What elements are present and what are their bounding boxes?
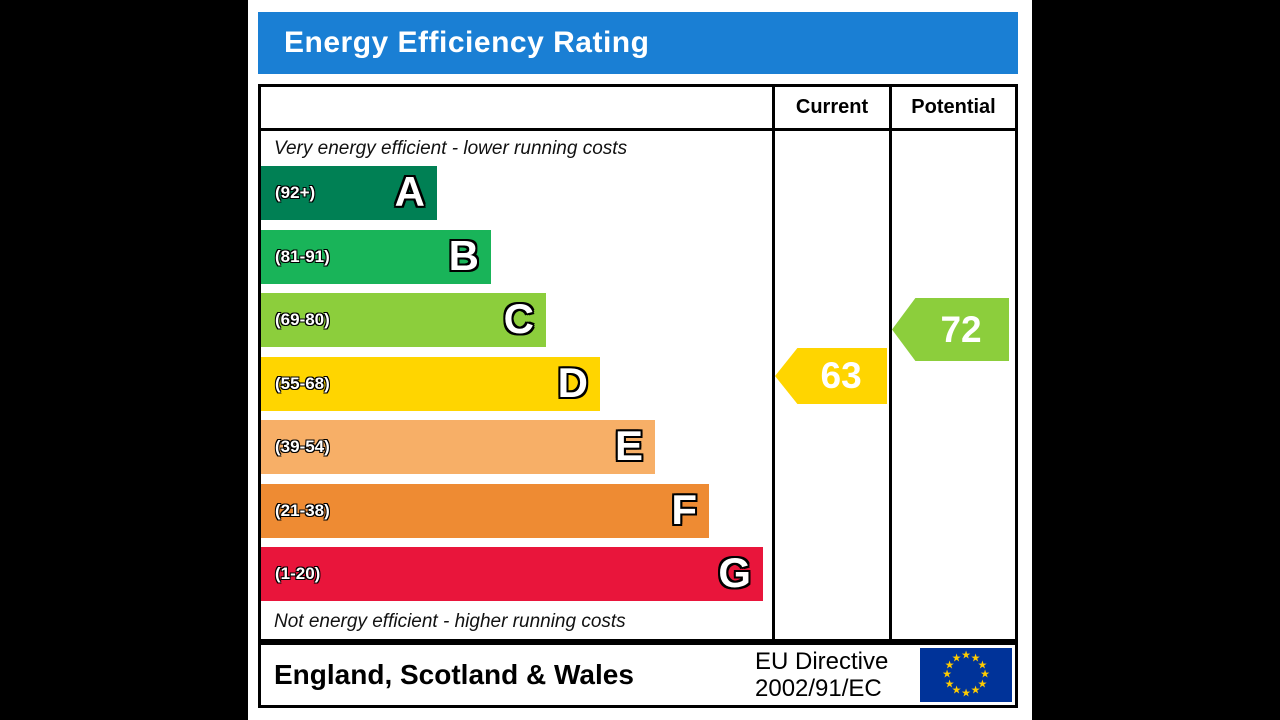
potential-column-body: 72	[892, 131, 1015, 639]
footer-bar: England, Scotland & Wales EU Directive 2…	[258, 642, 1018, 708]
band-a-letter: A	[394, 168, 425, 216]
bands-column: Very energy efficient - lower running co…	[261, 87, 775, 639]
eu-flag-star: ★	[961, 687, 971, 700]
epc-panel: Energy Efficiency Rating Very energy eff…	[248, 0, 1032, 720]
band-b: (81-91) B	[261, 230, 491, 284]
band-g-letter: G	[718, 549, 751, 597]
bands-column-header	[261, 87, 772, 131]
eu-flag-icon: ★ ★ ★ ★ ★ ★ ★ ★ ★ ★ ★ ★	[920, 648, 1012, 702]
eu-directive-label: EU Directive 2002/91/EC	[755, 648, 888, 702]
band-e: (39-54) E	[261, 420, 655, 474]
eu-flag-star: ★	[970, 684, 981, 697]
potential-rating-value: 72	[940, 308, 982, 350]
current-column: Current 63	[775, 87, 892, 639]
band-d-range: (55-68)	[275, 374, 330, 393]
band-c-letter: C	[503, 295, 534, 343]
current-rating-arrow: 63	[775, 348, 887, 404]
eu-flag-star: ★	[970, 652, 981, 665]
band-a: (92+) A	[261, 166, 437, 220]
band-b-letter: B	[448, 232, 479, 280]
current-column-body: 63	[775, 131, 889, 639]
eu-flag-star: ★	[951, 652, 962, 665]
potential-column: Potential 72	[892, 87, 1015, 639]
band-e-letter: E	[614, 422, 643, 470]
band-b-range: (81-91)	[275, 247, 330, 266]
eu-flag-star: ★	[977, 678, 988, 690]
eu-flag-star: ★	[944, 659, 955, 671]
chart-title: Energy Efficiency Rating	[284, 26, 650, 59]
rating-table: Very energy efficient - lower running co…	[258, 84, 1018, 642]
eu-flag-star: ★	[977, 659, 988, 671]
eu-directive-line2: 2002/91/EC	[755, 675, 882, 702]
caption-not-efficient: Not energy efficient - higher running co…	[274, 611, 626, 632]
band-g: (1-20) G	[261, 547, 763, 601]
eu-flag-star: ★	[980, 668, 990, 681]
band-f-letter: F	[671, 486, 697, 534]
region-label: England, Scotland & Wales	[274, 659, 634, 690]
eu-directive-line1: EU Directive	[755, 648, 889, 675]
potential-rating-arrow: 72	[892, 298, 1009, 361]
eu-flag-star: ★	[951, 684, 962, 697]
eu-flag-star: ★	[961, 649, 971, 662]
eu-flag-star: ★	[942, 668, 952, 681]
band-e-range: (39-54)	[275, 437, 330, 456]
band-a-range: (92+)	[275, 183, 316, 202]
band-f-range: (21-38)	[275, 501, 330, 520]
band-c: (69-80) C	[261, 293, 546, 347]
eu-flag-star: ★	[944, 678, 955, 690]
potential-column-header: Potential	[892, 87, 1015, 131]
band-g-range: (1-20)	[275, 564, 321, 583]
bands-area: Very energy efficient - lower running co…	[261, 131, 772, 639]
chart-title-bar: Energy Efficiency Rating	[258, 12, 1018, 74]
band-c-range: (69-80)	[275, 310, 330, 329]
current-rating-value: 63	[820, 355, 862, 396]
band-d: (55-68) D	[261, 357, 600, 411]
caption-very-efficient: Very energy efficient - lower running co…	[274, 138, 628, 159]
band-d-letter: D	[557, 359, 588, 407]
band-f: (21-38) F	[261, 484, 709, 538]
current-column-header: Current	[775, 87, 889, 131]
